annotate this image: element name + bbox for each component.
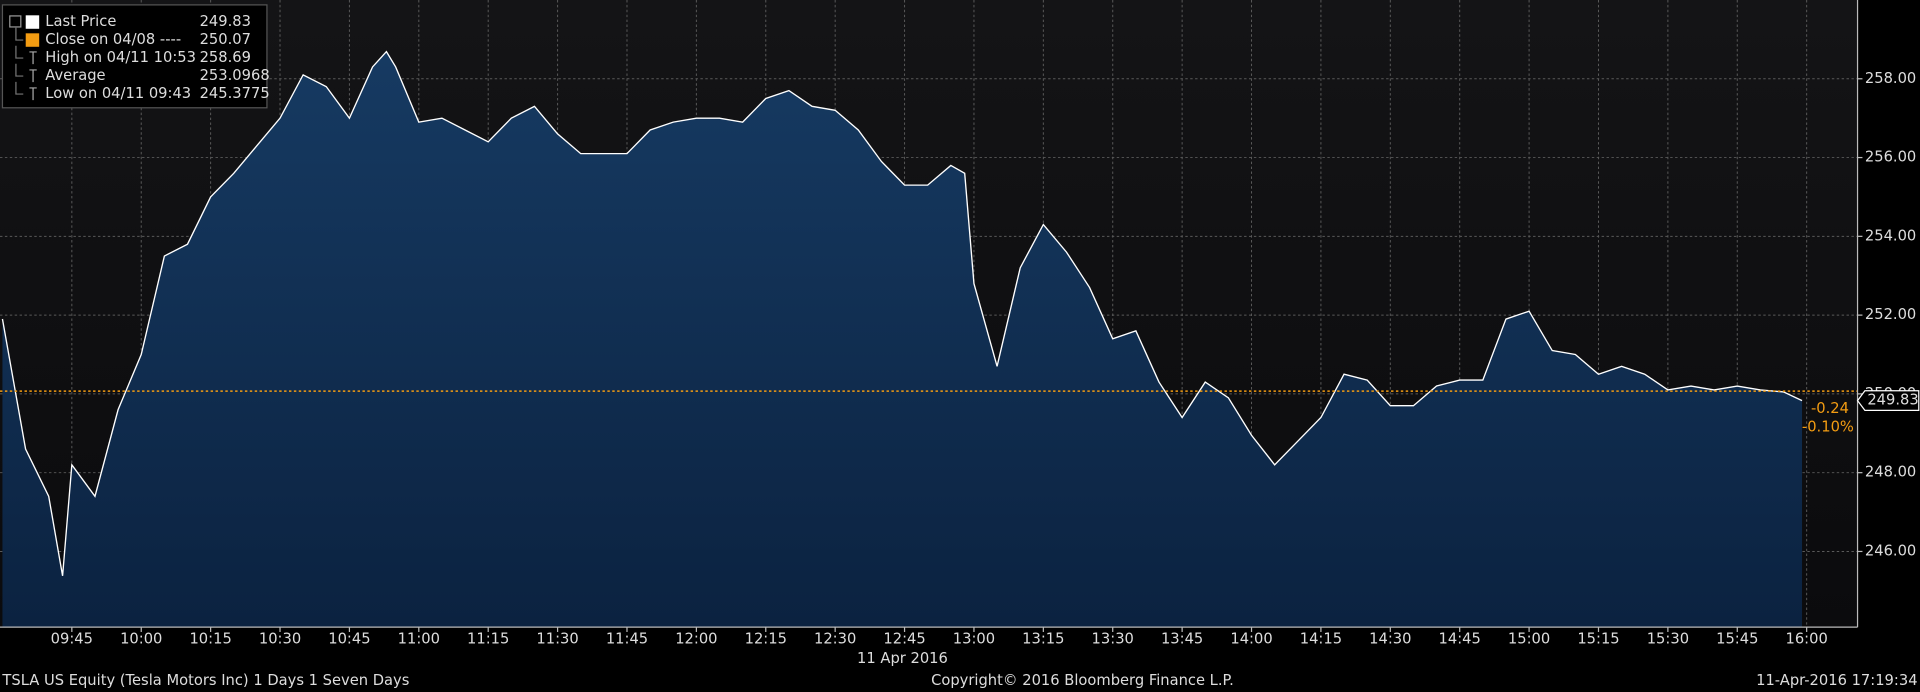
- x-tick-label: 12:00: [675, 630, 717, 647]
- x-tick-label: 11:15: [467, 630, 509, 647]
- y-tick-label: 254.00: [1865, 227, 1916, 244]
- legend-collapse[interactable]: [9, 15, 22, 28]
- legend-glyph: [29, 87, 37, 101]
- legend-tree: [15, 27, 24, 41]
- legend: Last Price 249.83 Close on 04/08 ---- 250.0…: [1, 4, 270, 109]
- legend-glyph: [29, 51, 37, 65]
- legend-value: 245.3775: [200, 85, 270, 102]
- legend-label: Close on 04/08 ----: [45, 31, 181, 48]
- x-tick-label: 09:45: [51, 630, 93, 647]
- legend-label: High on 04/11 10:53: [45, 49, 196, 66]
- price-line: [1, 50, 1803, 576]
- x-tick-label: 14:30: [1369, 630, 1411, 647]
- x-tick-label: 15:45: [1716, 630, 1758, 647]
- legend-tree: [15, 81, 24, 95]
- x-tick-label: 10:45: [328, 630, 370, 647]
- footer-left: TSLA US Equity (Tesla Motors Inc) 1 Days…: [1, 672, 409, 689]
- x-tick-label: 13:45: [1161, 630, 1203, 647]
- x-tick-label: 11:00: [398, 630, 440, 647]
- x-tick-label: 11:45: [606, 630, 648, 647]
- x-tick-label: 14:45: [1439, 630, 1481, 647]
- legend-glyph: [29, 69, 37, 83]
- x-tick-label: 12:15: [745, 630, 787, 647]
- legend-swatch: [25, 15, 40, 29]
- x-tick-label: 11:30: [536, 630, 578, 647]
- legend-label: Low on 04/11 09:43: [45, 85, 191, 102]
- change-label: -0.24: [1811, 400, 1849, 417]
- legend-tree: [15, 63, 24, 77]
- footer-right: 11-Apr-2016 17:19:34: [1756, 672, 1917, 689]
- x-tick-label: 12:30: [814, 630, 856, 647]
- legend-label: Average: [45, 67, 105, 84]
- x-tick-label: 10:00: [120, 630, 162, 647]
- price-area: [2, 51, 1803, 628]
- footer-center: Copyright© 2016 Bloomberg Finance L.P.: [931, 672, 1234, 689]
- x-tick-label: 13:30: [1092, 630, 1134, 647]
- x-tick-label: 16:00: [1786, 630, 1828, 647]
- legend-value: 249.83: [200, 13, 251, 30]
- x-tick-label: 14:15: [1300, 630, 1342, 647]
- x-tick-label: 10:30: [259, 630, 301, 647]
- legend-swatch: [25, 33, 40, 47]
- legend-box: [1, 4, 268, 109]
- y-tick-label: 248.00: [1865, 464, 1916, 481]
- x-date-label: 11 Apr 2016: [857, 650, 948, 667]
- x-tick-label: 14:00: [1230, 630, 1272, 647]
- series: [1, 50, 1803, 628]
- x-tick-label: 15:00: [1508, 630, 1550, 647]
- legend-tree: [15, 45, 24, 59]
- x-tick-label: 13:00: [953, 630, 995, 647]
- x-tick-label: 15:30: [1647, 630, 1689, 647]
- legend-value: 253.0968: [200, 67, 270, 84]
- legend-value: 250.07: [200, 31, 251, 48]
- y-tick-label: 258.00: [1865, 70, 1916, 87]
- x-tick-label: 10:15: [189, 630, 231, 647]
- x-tick-label: 12:45: [883, 630, 925, 647]
- y-tick-label: 256.00: [1865, 149, 1916, 166]
- change-pct-label: -0.10%: [1802, 418, 1854, 435]
- legend-label: Last Price: [45, 13, 116, 30]
- y-tick-label: 246.00: [1865, 542, 1916, 559]
- y-tick-label: 252.00: [1865, 306, 1916, 323]
- last-price-box: [1856, 390, 1920, 412]
- x-tick-label: 15:15: [1577, 630, 1619, 647]
- x-tick-label: 13:15: [1022, 630, 1064, 647]
- legend-value: 258.69: [200, 49, 251, 66]
- last-price-label: 249.83: [1867, 392, 1918, 409]
